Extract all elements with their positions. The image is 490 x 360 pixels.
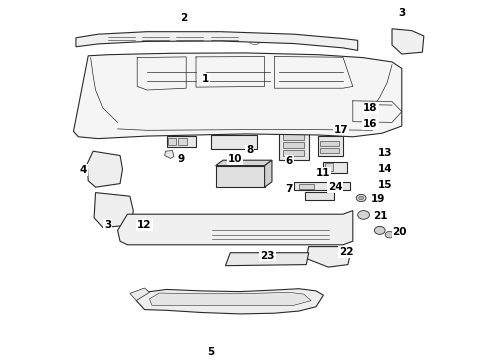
- Bar: [211, 220, 331, 241]
- Bar: [305, 192, 334, 200]
- Polygon shape: [76, 32, 358, 50]
- Text: 19: 19: [370, 194, 385, 204]
- Polygon shape: [392, 29, 424, 54]
- Text: 23: 23: [260, 251, 275, 261]
- Circle shape: [359, 196, 364, 200]
- Bar: [358, 116, 382, 123]
- Text: 16: 16: [363, 119, 378, 129]
- Text: 24: 24: [328, 182, 343, 192]
- Text: 5: 5: [207, 347, 214, 357]
- Circle shape: [385, 231, 394, 238]
- Bar: [279, 126, 309, 160]
- Bar: [283, 126, 304, 131]
- Bar: [323, 162, 347, 173]
- Bar: [168, 138, 176, 145]
- Bar: [283, 134, 304, 140]
- Polygon shape: [149, 292, 311, 305]
- Text: 11: 11: [316, 168, 331, 178]
- Bar: [211, 135, 257, 149]
- Polygon shape: [306, 247, 350, 267]
- Text: 12: 12: [137, 220, 152, 230]
- Polygon shape: [130, 288, 149, 301]
- Text: 8: 8: [246, 145, 253, 156]
- Bar: [178, 138, 187, 145]
- Bar: [167, 136, 196, 147]
- Text: 4: 4: [79, 165, 87, 175]
- Text: 6: 6: [286, 156, 293, 166]
- Bar: [283, 150, 304, 156]
- Bar: [130, 231, 159, 240]
- Text: 22: 22: [339, 247, 353, 257]
- Text: 13: 13: [378, 148, 392, 158]
- Text: 18: 18: [363, 103, 378, 113]
- Text: 14: 14: [378, 164, 392, 174]
- Text: 15: 15: [378, 180, 392, 190]
- Polygon shape: [87, 151, 122, 187]
- Bar: [81, 106, 100, 126]
- Text: 9: 9: [178, 154, 185, 164]
- Bar: [320, 141, 339, 146]
- Bar: [294, 182, 350, 190]
- Text: 20: 20: [392, 227, 407, 237]
- Bar: [283, 142, 304, 148]
- Text: 3: 3: [398, 8, 405, 18]
- Polygon shape: [225, 253, 309, 266]
- Polygon shape: [165, 150, 174, 158]
- Bar: [216, 166, 265, 187]
- Circle shape: [356, 194, 366, 202]
- Bar: [320, 148, 339, 153]
- Polygon shape: [216, 160, 272, 166]
- Bar: [132, 220, 203, 241]
- Bar: [318, 136, 343, 156]
- Text: 3: 3: [104, 220, 111, 230]
- Text: 21: 21: [373, 211, 388, 221]
- Circle shape: [374, 226, 385, 234]
- Polygon shape: [94, 193, 133, 228]
- Polygon shape: [74, 53, 402, 139]
- Polygon shape: [265, 160, 272, 187]
- Text: 1: 1: [202, 74, 209, 84]
- Polygon shape: [118, 211, 353, 245]
- Text: 7: 7: [285, 184, 293, 194]
- Text: 17: 17: [334, 125, 348, 135]
- Polygon shape: [136, 289, 323, 314]
- Circle shape: [358, 211, 369, 219]
- Text: 10: 10: [228, 154, 243, 164]
- Bar: [325, 163, 333, 171]
- Bar: [299, 184, 314, 189]
- Text: 2: 2: [180, 13, 187, 23]
